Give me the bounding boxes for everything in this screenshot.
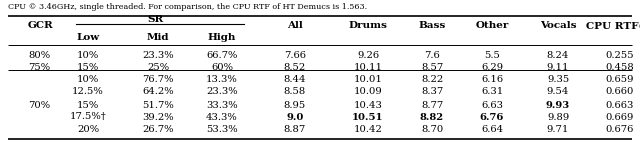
Text: 10.01: 10.01 — [353, 76, 383, 84]
Text: 8.44: 8.44 — [284, 76, 307, 84]
Text: 7.66: 7.66 — [284, 51, 306, 60]
Text: 6.29: 6.29 — [481, 62, 503, 71]
Text: 23.3%: 23.3% — [206, 87, 238, 97]
Text: 6.76: 6.76 — [480, 113, 504, 122]
Text: 25%: 25% — [147, 62, 169, 71]
Text: 70%: 70% — [28, 100, 50, 109]
Text: 10.43: 10.43 — [353, 100, 383, 109]
Text: 8.82: 8.82 — [420, 113, 444, 122]
Text: 9.93: 9.93 — [546, 100, 570, 109]
Text: 9.0: 9.0 — [286, 113, 304, 122]
Text: Bass: Bass — [419, 22, 445, 30]
Text: GCR: GCR — [28, 22, 54, 30]
Text: 6.64: 6.64 — [481, 125, 503, 135]
Text: 8.24: 8.24 — [547, 51, 569, 60]
Text: 0.660: 0.660 — [606, 87, 634, 97]
Text: 8.57: 8.57 — [421, 62, 443, 71]
Text: 0.458: 0.458 — [605, 62, 634, 71]
Text: 66.7%: 66.7% — [206, 51, 237, 60]
Text: 60%: 60% — [211, 62, 233, 71]
Text: 0.669: 0.669 — [606, 113, 634, 122]
Text: 8.77: 8.77 — [421, 100, 443, 109]
Text: 0.676: 0.676 — [606, 125, 634, 135]
Text: 6.63: 6.63 — [481, 100, 503, 109]
Text: 10%: 10% — [77, 76, 99, 84]
Text: Vocals: Vocals — [540, 22, 576, 30]
Text: CPU RTF(s): CPU RTF(s) — [586, 22, 640, 30]
Text: Other: Other — [476, 22, 509, 30]
Text: 20%: 20% — [77, 125, 99, 135]
Text: 17.5%†: 17.5%† — [70, 113, 106, 122]
Text: 13.3%: 13.3% — [206, 76, 238, 84]
Text: 7.6: 7.6 — [424, 51, 440, 60]
Text: 8.22: 8.22 — [421, 76, 443, 84]
Text: Drums: Drums — [349, 22, 387, 30]
Text: 6.31: 6.31 — [481, 87, 503, 97]
Text: 80%: 80% — [28, 51, 50, 60]
Text: 0.255: 0.255 — [605, 51, 634, 60]
Text: 8.95: 8.95 — [284, 100, 306, 109]
Text: 8.87: 8.87 — [284, 125, 306, 135]
Text: Low: Low — [76, 32, 100, 41]
Text: 53.3%: 53.3% — [206, 125, 238, 135]
Text: 9.35: 9.35 — [547, 76, 569, 84]
Text: 10.11: 10.11 — [353, 62, 383, 71]
Text: 12.5%: 12.5% — [72, 87, 104, 97]
Text: 9.71: 9.71 — [547, 125, 569, 135]
Text: 23.3%: 23.3% — [142, 51, 174, 60]
Text: 75%: 75% — [28, 62, 50, 71]
Text: All: All — [287, 22, 303, 30]
Text: 10.09: 10.09 — [354, 87, 382, 97]
Text: 10.51: 10.51 — [352, 113, 384, 122]
Text: 9.54: 9.54 — [547, 87, 569, 97]
Text: 6.16: 6.16 — [481, 76, 503, 84]
Text: 9.26: 9.26 — [357, 51, 379, 60]
Text: 39.2%: 39.2% — [142, 113, 174, 122]
Text: 8.70: 8.70 — [421, 125, 443, 135]
Text: CPU © 3.46GHz, single threaded. For comparison, the CPU RTF of HT Demucs is 1.56: CPU © 3.46GHz, single threaded. For comp… — [8, 3, 367, 11]
Text: 76.7%: 76.7% — [142, 76, 173, 84]
Text: High: High — [208, 32, 236, 41]
Text: Mid: Mid — [147, 32, 169, 41]
Text: 0.659: 0.659 — [605, 76, 634, 84]
Text: 8.37: 8.37 — [421, 87, 443, 97]
Text: 51.7%: 51.7% — [142, 100, 174, 109]
Text: 10.42: 10.42 — [353, 125, 383, 135]
Text: 9.89: 9.89 — [547, 113, 569, 122]
Text: 43.3%: 43.3% — [206, 113, 238, 122]
Text: 64.2%: 64.2% — [142, 87, 174, 97]
Text: 26.7%: 26.7% — [142, 125, 173, 135]
Text: SR: SR — [147, 15, 163, 24]
Text: 33.3%: 33.3% — [206, 100, 238, 109]
Text: 10%: 10% — [77, 51, 99, 60]
Text: 5.5: 5.5 — [484, 51, 500, 60]
Text: 0.663: 0.663 — [606, 100, 634, 109]
Text: 8.52: 8.52 — [284, 62, 306, 71]
Text: 15%: 15% — [77, 100, 99, 109]
Text: 9.11: 9.11 — [547, 62, 569, 71]
Text: 8.58: 8.58 — [284, 87, 306, 97]
Text: 15%: 15% — [77, 62, 99, 71]
